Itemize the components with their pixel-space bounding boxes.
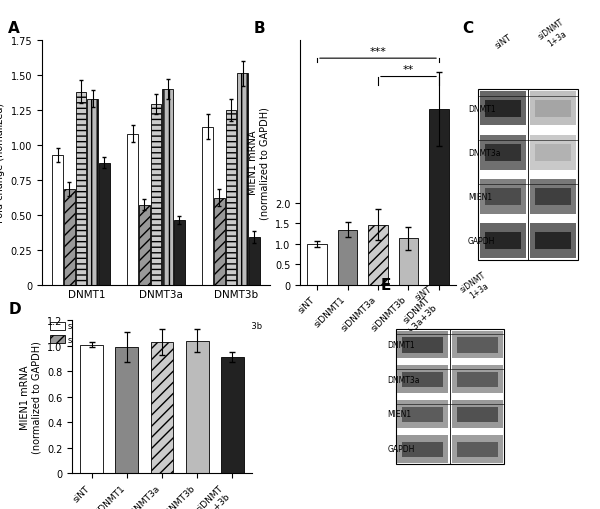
Bar [397, 435, 448, 463]
Text: A: A [8, 21, 20, 36]
Text: siDNMT
1+3a: siDNMT 1+3a [459, 270, 494, 302]
Bar [127, 134, 138, 285]
Bar [452, 331, 503, 358]
Bar [478, 90, 578, 261]
Text: DNMT3a: DNMT3a [468, 149, 500, 158]
Bar [480, 92, 526, 126]
Bar [485, 233, 521, 249]
Text: D: D [9, 301, 22, 316]
Text: **: ** [403, 65, 414, 75]
Text: DNMT1: DNMT1 [388, 340, 415, 349]
Bar [485, 145, 521, 162]
Bar [457, 442, 498, 457]
Bar [530, 180, 576, 214]
Text: MIEN1: MIEN1 [388, 410, 412, 418]
Bar [402, 407, 443, 422]
Legend: siNT, siDNMT1, siDNMT3a, siDNMT3b, siDNMT1+3a+3b: siNT, siDNMT1, siDNMT3a, siDNMT3b, siDNM… [46, 319, 266, 347]
Bar [80, 345, 103, 473]
Text: E: E [380, 278, 391, 293]
Bar [64, 190, 75, 285]
Bar [452, 400, 503, 428]
Bar [162, 90, 173, 285]
Bar [457, 373, 498, 388]
Y-axis label: MIEN1 mRNA
(normalized to GAPDH): MIEN1 mRNA (normalized to GAPDH) [248, 106, 269, 219]
Bar [402, 338, 443, 353]
Bar [202, 127, 213, 285]
Bar [485, 101, 521, 118]
Bar [397, 331, 448, 358]
Text: GAPDH: GAPDH [468, 237, 496, 245]
Bar [397, 365, 448, 393]
Text: B: B [253, 21, 265, 36]
Bar [530, 92, 576, 126]
Bar [402, 442, 443, 457]
Bar [480, 224, 526, 258]
Bar [396, 329, 504, 464]
Text: siDNMT
1+3a: siDNMT 1+3a [537, 18, 572, 50]
Bar [249, 238, 260, 285]
Bar [535, 145, 571, 162]
Bar [530, 136, 576, 170]
Bar [452, 435, 503, 463]
Text: ***: *** [370, 47, 386, 57]
Bar [480, 180, 526, 214]
Text: DNMT1: DNMT1 [468, 105, 496, 114]
Y-axis label: MIEN1 mRNA
(normalized to GAPDH): MIEN1 mRNA (normalized to GAPDH) [20, 341, 41, 454]
Bar [535, 188, 571, 206]
Bar [186, 341, 209, 473]
Bar [307, 244, 327, 285]
Bar [452, 365, 503, 393]
Bar [88, 99, 98, 285]
Bar [76, 92, 86, 285]
Bar [429, 110, 449, 285]
Bar [115, 347, 138, 473]
Bar [139, 206, 150, 285]
Bar [457, 338, 498, 353]
Bar [398, 239, 418, 285]
Text: DNMT3a: DNMT3a [388, 375, 420, 384]
Bar [52, 155, 63, 285]
Text: MIEN1: MIEN1 [468, 192, 492, 202]
Bar [397, 400, 448, 428]
Text: siNT: siNT [494, 33, 514, 50]
Bar [485, 188, 521, 206]
Text: GAPDH: GAPDH [388, 444, 415, 454]
Bar [221, 357, 244, 473]
Bar [237, 74, 248, 285]
Bar [480, 136, 526, 170]
Bar [214, 199, 224, 285]
Bar [151, 105, 161, 285]
Bar [457, 407, 498, 422]
Bar [535, 233, 571, 249]
Bar [338, 230, 358, 285]
Bar [226, 110, 236, 285]
Bar [530, 224, 576, 258]
Text: C: C [462, 21, 473, 36]
Bar [368, 225, 388, 285]
Y-axis label: Fold change (nomalized): Fold change (nomalized) [0, 103, 5, 223]
Bar [535, 101, 571, 118]
Bar [151, 342, 173, 473]
Text: siNT: siNT [413, 285, 434, 302]
Bar [99, 163, 110, 285]
Bar [174, 221, 185, 285]
Bar [402, 373, 443, 388]
